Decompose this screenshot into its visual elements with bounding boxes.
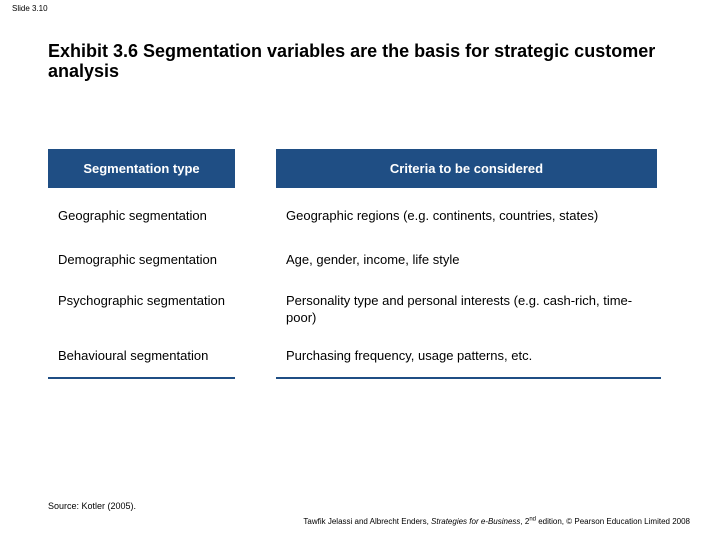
row-4-criteria: Purchasing frequency, usage patterns, et… xyxy=(286,348,533,363)
row-4-type: Behavioural segmentation xyxy=(58,348,209,363)
row-2-criteria: Age, gender, income, life style xyxy=(286,252,460,267)
table-bottom-rule-right xyxy=(276,377,661,379)
footer-rest: edition, © Pearson Education Limited 200… xyxy=(536,517,690,526)
footer-edition-sup: nd xyxy=(529,516,536,523)
footer-authors: Tawfik Jelassi and Albrecht Enders, xyxy=(303,517,432,526)
footer-book-title: Strategies for e-Business xyxy=(431,517,521,526)
row-3-type: Psychographic segmentation xyxy=(58,293,225,308)
source-note: Source: Kotler (2005). xyxy=(48,501,137,511)
row-3-criteria: Personality type and personal interests … xyxy=(286,293,633,325)
slide-title: Exhibit 3.6 Segmentation variables are t… xyxy=(48,41,656,81)
footer-edition-num: , 2 xyxy=(520,517,530,526)
footer-citation: Tawfik Jelassi and Albrecht Enders, Stra… xyxy=(303,516,690,526)
table-bottom-rule-left xyxy=(48,377,235,379)
slide-number: Slide 3.10 xyxy=(12,4,48,13)
header-criteria: Criteria to be considered xyxy=(276,149,657,188)
header-segmentation-type: Segmentation type xyxy=(48,149,235,188)
row-1-criteria: Geographic regions (e.g. continents, cou… xyxy=(286,208,599,223)
row-1-type: Geographic segmentation xyxy=(58,208,207,223)
row-2-type: Demographic segmentation xyxy=(58,252,217,267)
